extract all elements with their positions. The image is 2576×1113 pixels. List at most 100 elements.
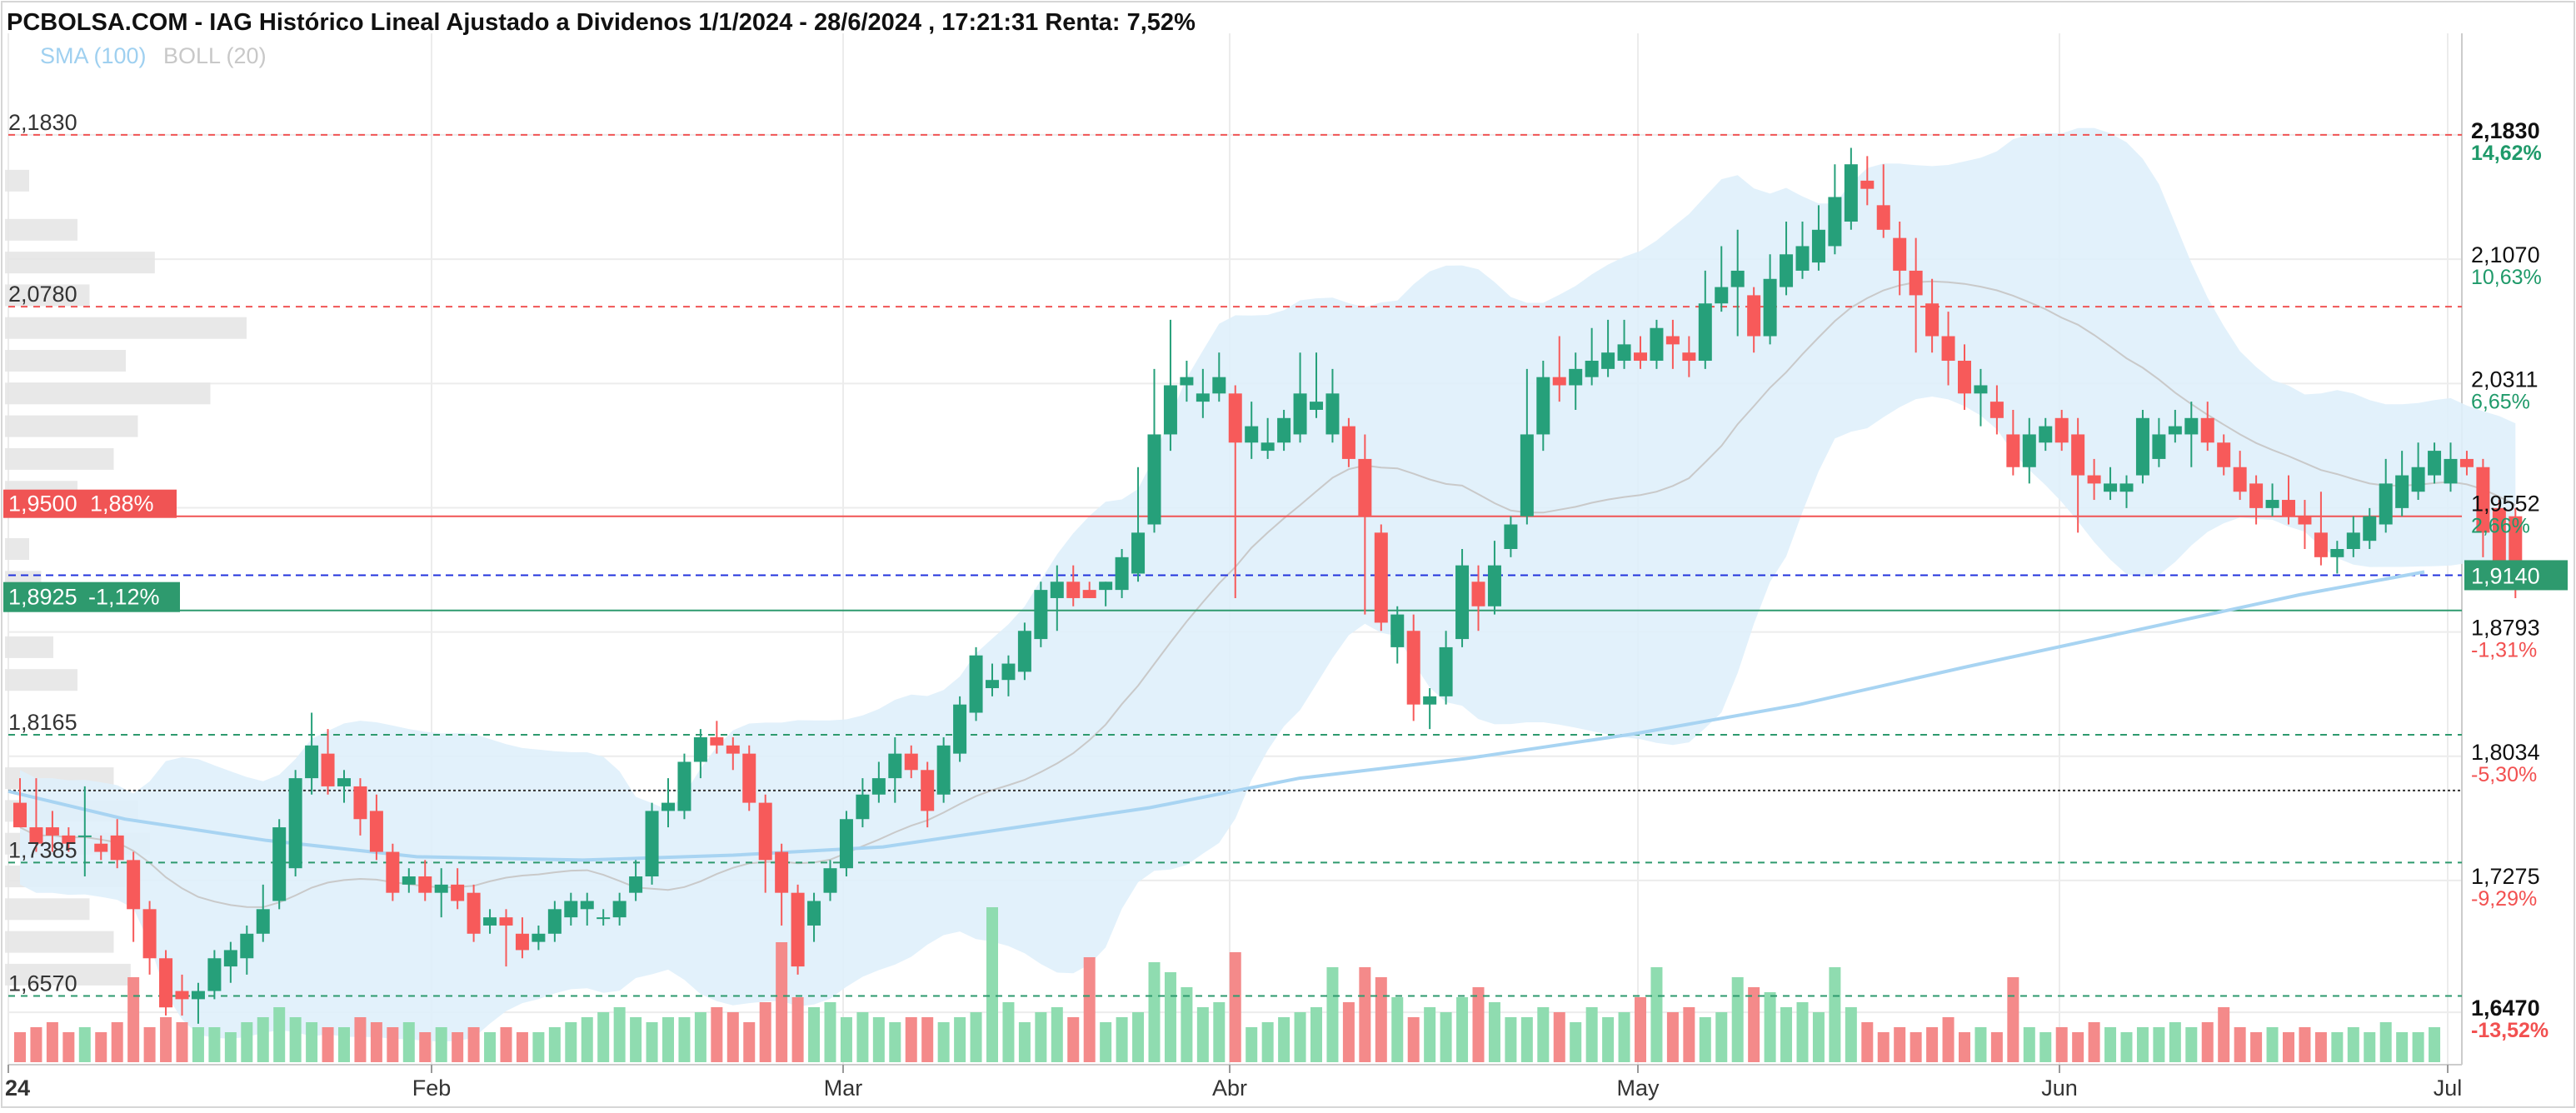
- axis-price-label: 1,8793: [2471, 616, 2540, 641]
- candle-body: [1569, 368, 1583, 386]
- candle-body: [337, 778, 351, 786]
- volume-bar: [1326, 967, 1339, 1062]
- legend-boll: BOLL (20): [163, 43, 267, 68]
- support-label-pct: -1,12%: [88, 585, 160, 610]
- candle-body: [1552, 377, 1566, 386]
- volume-profile-bar: [5, 415, 138, 437]
- volume-profile-bar: [5, 169, 29, 192]
- volume-bar: [1181, 987, 1193, 1062]
- axis-price-label: 2,1830: [2471, 118, 2540, 143]
- volume-profile-bar: [5, 382, 211, 405]
- volume-profile-bar: [5, 636, 53, 658]
- volume-bar: [402, 1022, 415, 1062]
- volume-bar: [452, 1032, 464, 1062]
- volume-bar: [1100, 1022, 1112, 1062]
- resistance-label-box: [3, 489, 177, 518]
- candle-body: [580, 901, 594, 910]
- candle-body: [2411, 467, 2425, 492]
- candle-body: [1536, 377, 1550, 435]
- volume-bar: [387, 1027, 399, 1062]
- volume-bar: [1456, 997, 1469, 1062]
- volume-bar: [160, 1017, 172, 1062]
- candle-body: [2346, 532, 2360, 549]
- volume-bar: [176, 1022, 188, 1062]
- candle-body: [1860, 180, 1875, 189]
- volume-bar: [889, 1022, 901, 1062]
- candle-body: [1780, 254, 1794, 287]
- candle-body: [1828, 197, 1842, 247]
- volume-bar: [467, 1027, 480, 1062]
- volume-bar: [62, 1032, 75, 1062]
- volume-profile-bar: [5, 284, 90, 307]
- volume-bar: [2347, 1027, 2359, 1062]
- volume-bar: [2283, 1032, 2294, 1062]
- candle-body: [1504, 524, 1518, 549]
- volume-bar: [1537, 1007, 1550, 1062]
- candle-body: [2265, 500, 2279, 508]
- volume-bar: [224, 1032, 237, 1062]
- volume-bar: [921, 1017, 934, 1062]
- candle-body: [1066, 581, 1081, 598]
- candle-body: [2119, 483, 2134, 492]
- volume-bar: [1342, 1002, 1355, 1062]
- volume-profile-bar: [5, 252, 155, 274]
- left-level-label: 1,7385: [8, 837, 77, 862]
- candle-body: [207, 958, 222, 991]
- candle-body: [142, 909, 157, 959]
- candle-body: [807, 901, 821, 926]
- volume-bar: [1780, 1007, 1793, 1062]
- volume-bar: [1083, 957, 1096, 1062]
- candle-body: [2444, 458, 2458, 484]
- volume-profile-bar: [5, 538, 29, 560]
- volume-bar: [1294, 1012, 1306, 1062]
- volume-bar: [856, 1012, 869, 1062]
- candle-body: [1163, 385, 1177, 435]
- candle-body: [402, 876, 416, 885]
- candle-body: [1989, 402, 2004, 418]
- candle-body: [936, 745, 951, 795]
- volume-bar: [306, 1022, 318, 1062]
- volume-bar: [484, 1032, 497, 1062]
- left-level-label: 1,6570: [8, 971, 77, 996]
- candle-body: [1261, 442, 1275, 452]
- candle-body: [94, 843, 108, 852]
- candle-body: [369, 811, 383, 852]
- volume-bar: [1666, 1012, 1679, 1062]
- candle-body: [1196, 393, 1210, 402]
- candle-body: [353, 786, 367, 820]
- candle-body: [2200, 417, 2214, 443]
- candle-body: [1893, 237, 1907, 271]
- axis-price-label: 2,0311: [2471, 367, 2539, 392]
- candle-body: [726, 745, 740, 754]
- candle-body: [532, 933, 546, 942]
- volume-bar: [791, 997, 804, 1062]
- candle-body: [2006, 434, 2020, 467]
- volume-bar: [419, 1032, 432, 1062]
- volume-bar: [127, 977, 140, 1062]
- candle-body: [1082, 590, 1096, 598]
- volume-profile-bar: [5, 218, 77, 241]
- axis-pct-label: 10,63%: [2471, 266, 2542, 289]
- candle-body: [1017, 631, 1031, 672]
- volume-bar: [1699, 1017, 1711, 1062]
- candle-body: [1374, 532, 1388, 623]
- x-tick-label-may: May: [1616, 1076, 1660, 1101]
- candle-body: [305, 745, 319, 779]
- volume-profile-bar: [5, 447, 114, 470]
- candle-body: [13, 802, 27, 828]
- candle-body: [2152, 434, 2166, 459]
- candle-body: [1455, 565, 1470, 640]
- x-tick-label-mar: Mar: [824, 1076, 863, 1101]
- volume-bar: [970, 1012, 982, 1062]
- volume-bar: [1715, 1012, 1728, 1062]
- candle-body: [2363, 516, 2377, 542]
- candle-body: [1909, 270, 1923, 296]
- candle-body: [1001, 663, 1016, 681]
- candle-body: [1050, 581, 1064, 598]
- volume-bar: [1845, 1007, 1857, 1062]
- axis-pct-label: 2,66%: [2471, 514, 2530, 537]
- volume-bar: [1132, 1012, 1145, 1062]
- volume-bar: [1748, 987, 1760, 1062]
- candle-body: [1212, 377, 1226, 394]
- candle-body: [2022, 434, 2036, 467]
